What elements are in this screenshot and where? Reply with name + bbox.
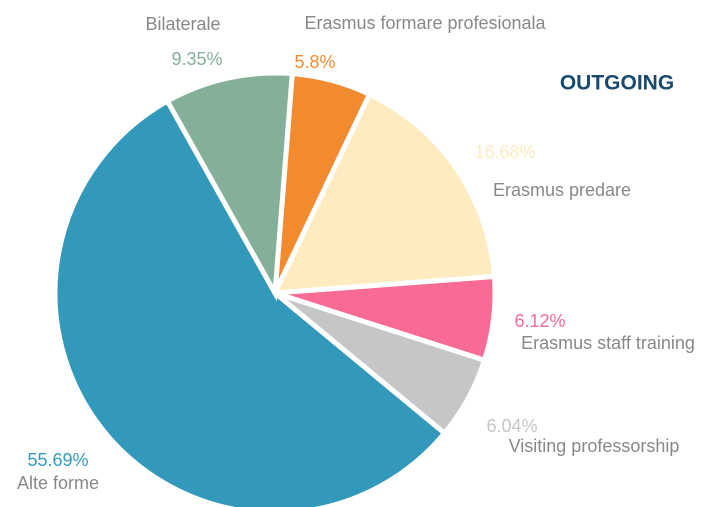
- pie-slice: [164, 70, 295, 302]
- category-label: Visiting professorship: [509, 436, 680, 456]
- value-label: 5.8%: [294, 52, 335, 72]
- pie-slice: [52, 97, 449, 507]
- value-label: 9.35%: [171, 49, 222, 69]
- value-label: 6.12%: [514, 311, 565, 331]
- value-label: 16.68%: [474, 142, 535, 162]
- category-label: Erasmus predare: [493, 180, 631, 200]
- value-label: 55.69%: [27, 450, 88, 470]
- category-label: Bilaterale: [145, 14, 220, 34]
- chart-title: OUTGOING: [560, 72, 674, 95]
- pie-slice: [270, 91, 498, 296]
- category-label: Erasmus staff training: [521, 333, 695, 353]
- value-label: 6.04%: [486, 416, 537, 436]
- category-label: Erasmus formare profesionala: [304, 13, 546, 33]
- category-label: Alte forme: [17, 473, 99, 493]
